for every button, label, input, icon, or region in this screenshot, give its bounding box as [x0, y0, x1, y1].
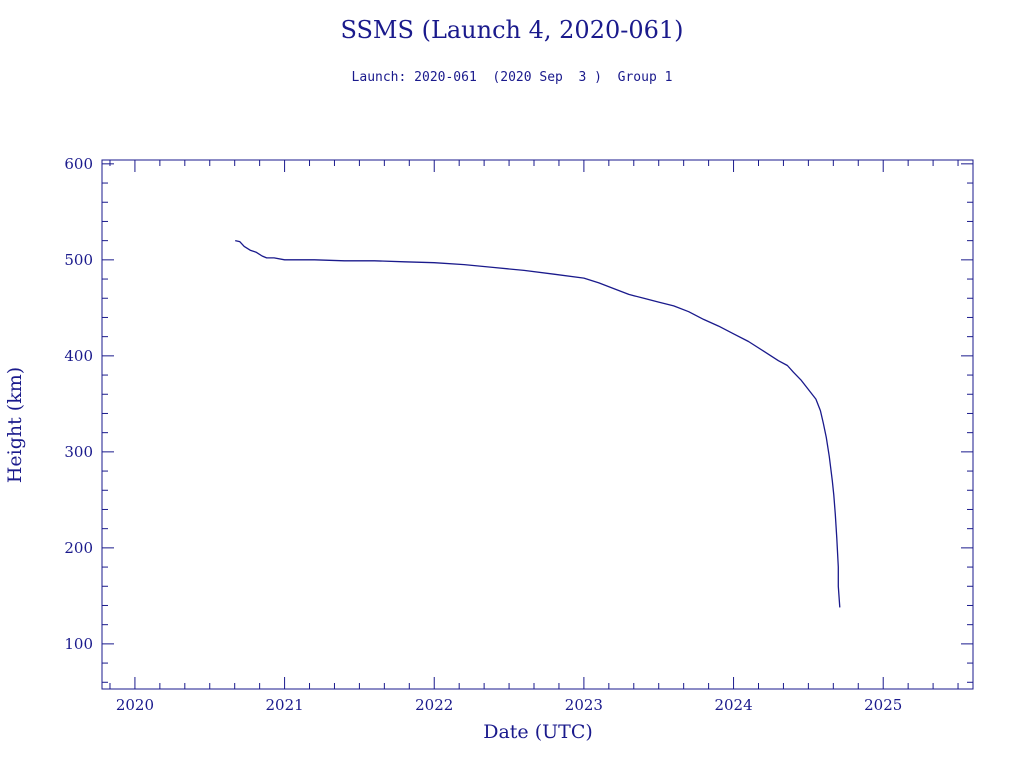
x-tick-label: 2020 — [116, 696, 154, 714]
y-tick-label: 100 — [64, 635, 93, 653]
x-tick-label: 2025 — [864, 696, 902, 714]
tick-labels: 2020 2021 2022 2023 2024 2025 100 200 300 400 500 6… — [64, 155, 902, 714]
y-axis-label: Height (km) — [4, 367, 26, 483]
x-tick-label: 2023 — [565, 696, 603, 714]
x-tick-label: 2022 — [415, 696, 453, 714]
axis-ticks — [102, 160, 973, 689]
orbit-height-line — [235, 239, 841, 608]
y-tick-label: 200 — [64, 539, 93, 557]
x-tick-label: 2024 — [714, 696, 752, 714]
x-tick-label: 2021 — [265, 696, 303, 714]
y-tick-label: 400 — [64, 347, 93, 365]
y-tick-label: 500 — [64, 251, 93, 269]
x-axis-label: Date (UTC) — [483, 721, 593, 743]
series-layer — [235, 239, 841, 608]
chart-title: SSMS (Launch 4, 2020-061) — [340, 16, 683, 44]
y-tick-label: 300 — [64, 443, 93, 461]
plot-frame — [101, 159, 974, 690]
y-tick-label: 600 — [64, 155, 93, 173]
chart-subtitle: Launch: 2020-061 (2020 Sep 3 ) Group 1 — [352, 70, 673, 85]
